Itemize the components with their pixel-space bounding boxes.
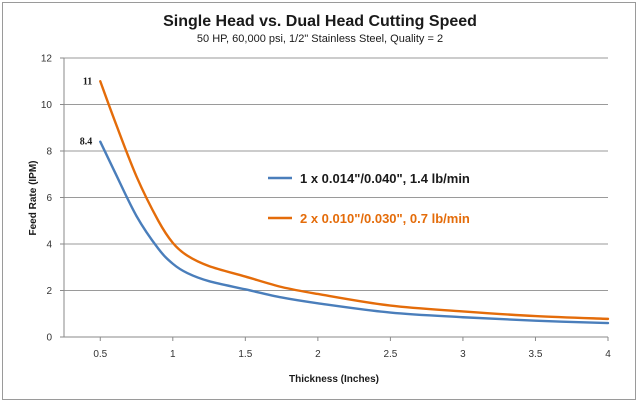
chart-title: Single Head vs. Dual Head Cutting Speed	[163, 13, 477, 30]
x-tick-label: 1	[170, 349, 176, 360]
series-line-2	[99, 80, 610, 321]
y-tick-label: 0	[46, 333, 52, 344]
legend: 1 x 0.014"/0.040", 1.4 lb/min 2 x 0.010"/…	[268, 171, 470, 226]
y-tick-label: 4	[46, 240, 52, 251]
x-tick-label: 3.5	[529, 349, 543, 360]
x-tick-label: 2.5	[383, 349, 397, 360]
chart-subtitle: 50 HP, 60,000 psi, 1/2" Stainless Steel,…	[197, 33, 443, 45]
series-line-1	[99, 140, 610, 325]
data-label: 8.4	[80, 137, 93, 148]
x-tick-label: 0.5	[93, 349, 107, 360]
x-tick-label: 2	[315, 349, 321, 360]
data-labels: 8.4 11	[80, 76, 93, 147]
y-tick-label: 6	[46, 193, 52, 204]
y-tick-label: 8	[46, 147, 52, 158]
x-tick-label: 3	[460, 349, 466, 360]
series-lines	[99, 80, 610, 325]
x-tick-label: 1.5	[238, 349, 252, 360]
x-axis-title: Thickness (Inches)	[289, 374, 379, 385]
x-tick-labels: 0.5 1 1.5 2 2.5 3 3.5 4	[93, 349, 611, 360]
y-tick-labels: 0 2 4 6 8 10 12	[41, 54, 53, 344]
y-tick-label: 12	[41, 54, 53, 65]
legend-label-2: 2 x 0.010"/0.030", 0.7 lb/min	[300, 211, 470, 226]
y-tick-label: 10	[41, 100, 53, 111]
chart-frame	[2, 2, 636, 400]
legend-label-1: 1 x 0.014"/0.040", 1.4 lb/min	[300, 171, 470, 186]
x-tick-label: 4	[605, 349, 611, 360]
y-axis-title: Feed Rate (IPM)	[28, 160, 39, 235]
data-label: 11	[83, 76, 92, 87]
axes	[60, 57, 609, 341]
y-tick-label: 2	[46, 286, 52, 297]
